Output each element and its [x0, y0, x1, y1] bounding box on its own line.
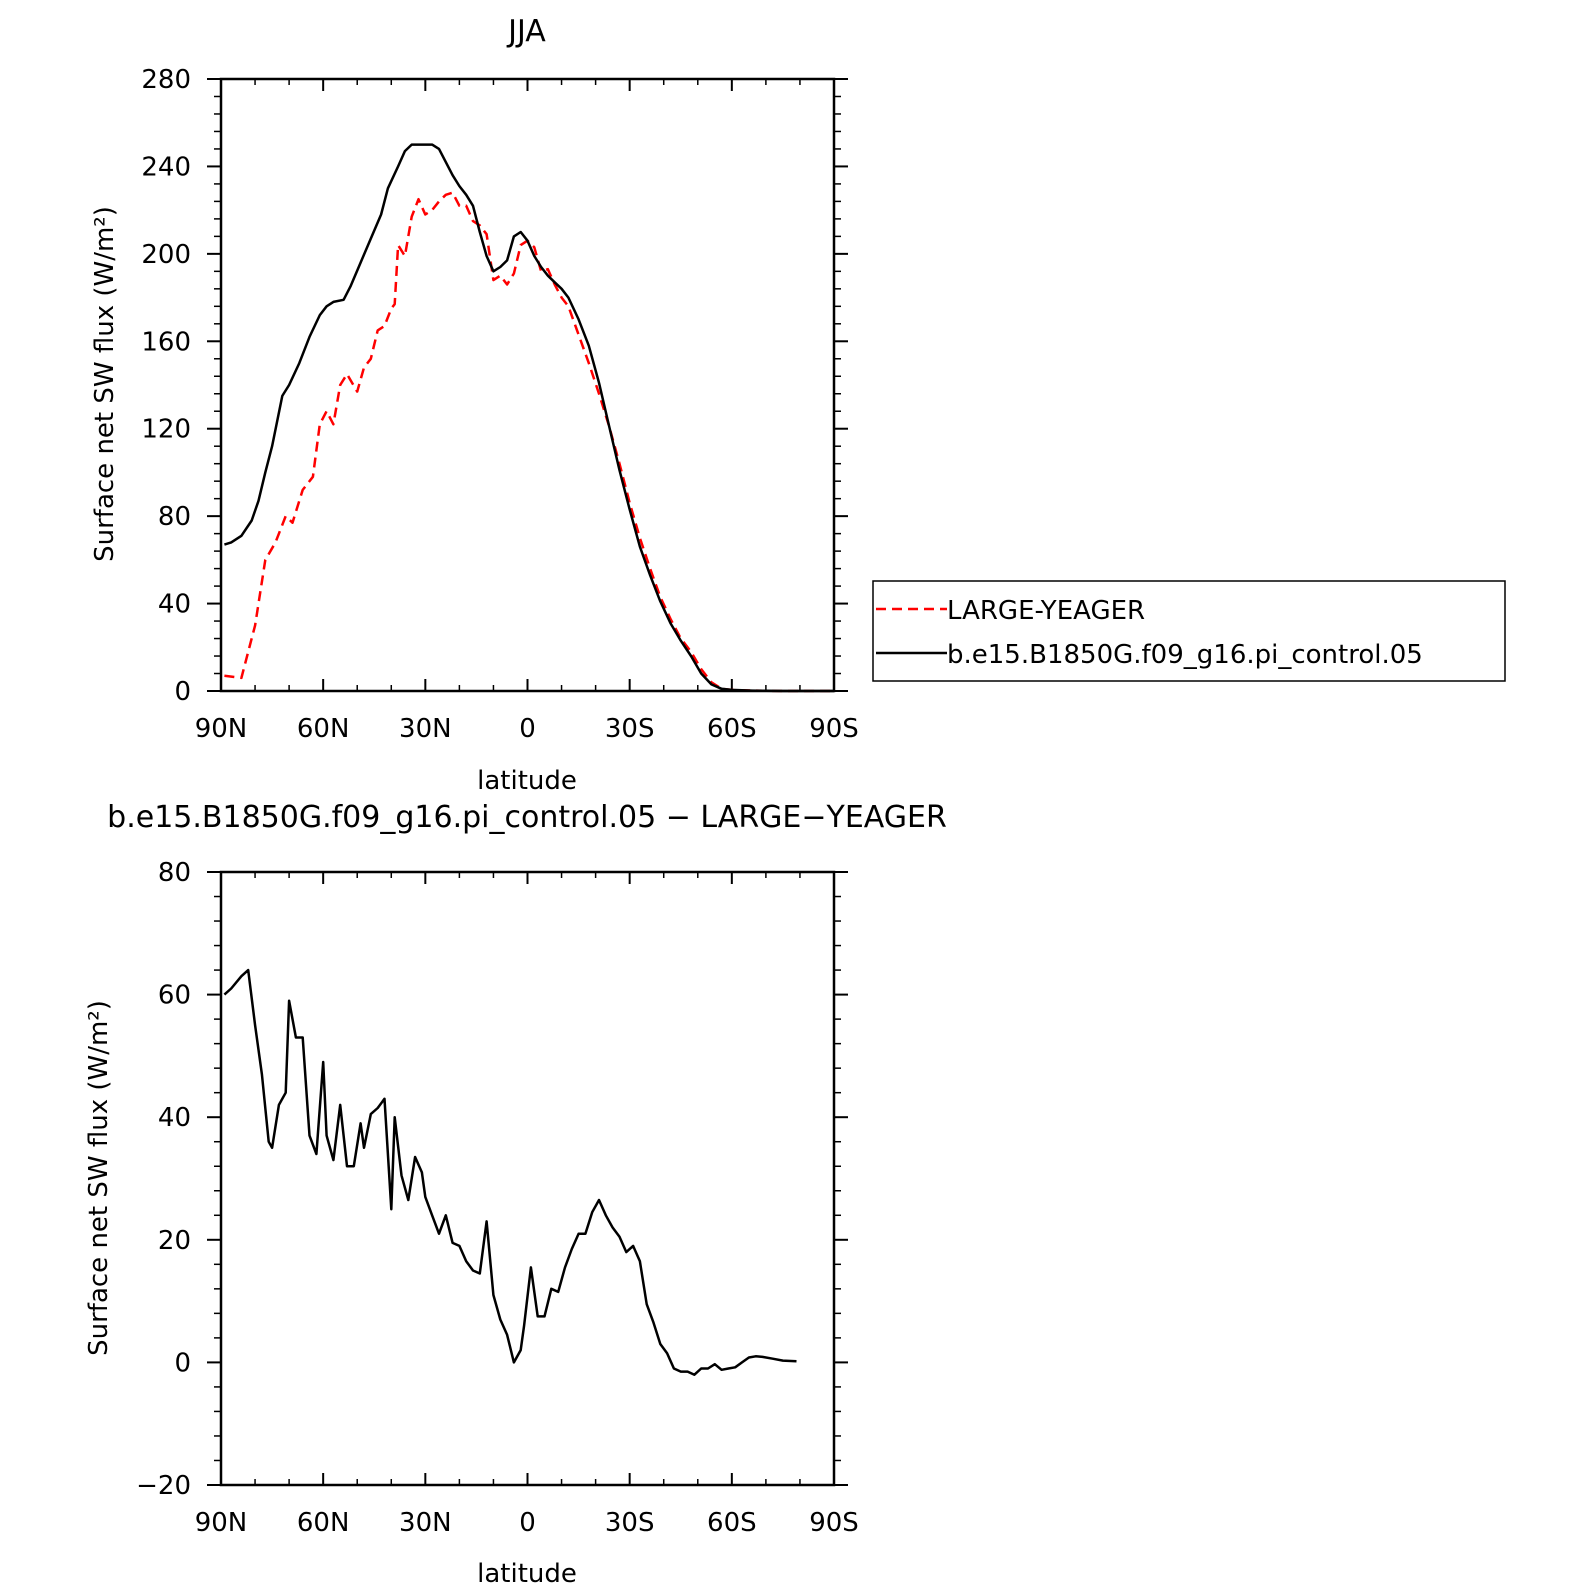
top-chart-x-axis-label: latitude — [477, 766, 577, 796]
bottom-y-tick-label: 0 — [174, 1348, 191, 1378]
bottom-chart-x-axis-label: latitude — [477, 1559, 577, 1589]
top-series-line-1 — [224, 143, 834, 693]
top-x-tick-label: 30N — [399, 714, 452, 744]
top-chart-ticks: 90N 60N 30N 0 30S 60S 90S 0 40 80 120 160 200 240 280 — [141, 65, 858, 744]
bottom-x-tick-label: 60N — [297, 1508, 350, 1538]
legend-label-large-yeager: LARGE-YEAGER — [947, 596, 1145, 626]
bottom-y-tick-label: 20 — [158, 1226, 191, 1256]
top-chart-series — [224, 143, 834, 693]
bottom-chart-frame — [219, 870, 836, 1487]
top-x-tick-label: 0 — [519, 714, 536, 744]
bottom-y-tick-label: 80 — [158, 858, 191, 888]
top-chart: JJA 90N 60N 30N 0 30S 60S 90S 0 40 80 120 160 200 240… — [90, 14, 1506, 796]
top-chart-frame — [219, 77, 836, 693]
bottom-x-tick-label: 90S — [809, 1508, 859, 1538]
bottom-x-tick-label: 30N — [399, 1508, 452, 1538]
bottom-chart-series — [223, 968, 797, 1376]
top-y-tick-label: 0 — [174, 677, 191, 707]
bottom-chart: b.e15.B1850G.f09_g16.pi_control.05 − LAR… — [84, 800, 947, 1589]
top-x-tick-label: 60S — [707, 714, 757, 744]
top-x-tick-label: 90S — [809, 714, 859, 744]
legend-box — [872, 580, 1506, 682]
top-y-tick-label: 280 — [141, 65, 191, 95]
top-x-tick-label: 60N — [297, 714, 350, 744]
top-y-tick-label: 40 — [158, 590, 191, 620]
top-y-tick-label: 120 — [141, 415, 191, 445]
bottom-y-tick-label: −20 — [136, 1471, 191, 1501]
bottom-x-tick-label: 60S — [707, 1508, 757, 1538]
bottom-y-tick-label: 40 — [158, 1103, 191, 1133]
legend: LARGE-YEAGER b.e15.B1850G.f09_g16.pi_con… — [872, 580, 1506, 682]
bottom-y-tick-label: 60 — [158, 981, 191, 1011]
top-y-tick-label: 160 — [141, 327, 191, 357]
top-y-tick-label: 80 — [158, 502, 191, 532]
top-chart-title: JJA — [506, 14, 546, 49]
bottom-x-tick-label: 30S — [605, 1508, 655, 1538]
bottom-x-tick-label: 0 — [519, 1508, 536, 1538]
top-y-tick-label: 200 — [141, 240, 191, 270]
legend-label-control: b.e15.B1850G.f09_g16.pi_control.05 — [947, 640, 1423, 670]
top-chart-y-axis-label: Surface net SW flux (W/m²) — [90, 206, 120, 562]
bottom-chart-y-axis-label: Surface net SW flux (W/m²) — [84, 1000, 114, 1356]
top-y-tick-label: 240 — [141, 152, 191, 182]
bottom-chart-title: b.e15.B1850G.f09_g16.pi_control.05 − LAR… — [107, 800, 947, 835]
top-x-tick-label: 30S — [605, 714, 655, 744]
top-x-tick-label: 90N — [195, 714, 248, 744]
top-series-line-0 — [224, 191, 834, 693]
bottom-series-line-0 — [223, 968, 797, 1376]
bottom-x-tick-label: 90N — [195, 1508, 248, 1538]
bottom-chart-ticks: 90N 60N 30N 0 30S 60S 90S −20 0 20 40 60 80 — [136, 858, 859, 1538]
